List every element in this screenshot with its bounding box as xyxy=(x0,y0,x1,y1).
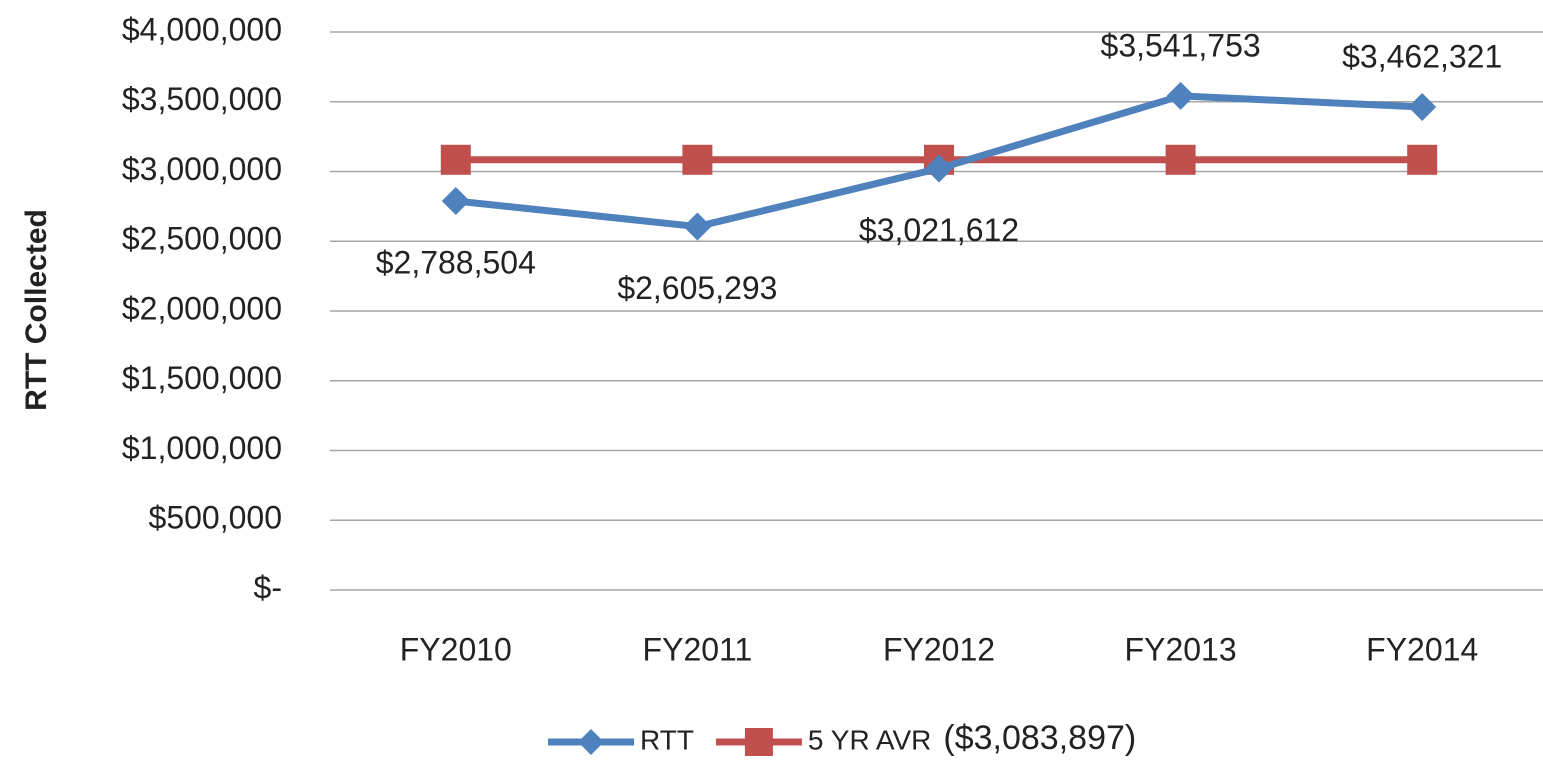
point-marker xyxy=(1166,81,1195,110)
data-label: $3,541,753 xyxy=(1101,27,1261,63)
point-marker xyxy=(440,144,471,175)
y-tick-label: $3,500,000 xyxy=(122,81,282,117)
legend-note: ($3,083,897) xyxy=(943,719,1136,757)
data-label: $3,021,612 xyxy=(859,212,1019,248)
point-marker xyxy=(925,154,953,183)
point-marker xyxy=(1165,144,1196,175)
y-axis-title: RTT Collected xyxy=(20,209,53,411)
legend-label: 5 YR AVR xyxy=(808,724,931,755)
point-marker xyxy=(683,212,712,241)
y-tick-label: $2,000,000 xyxy=(122,290,282,326)
y-tick-label: $- xyxy=(254,569,282,605)
y-tick-label: $4,000,000 xyxy=(122,11,282,47)
y-tick-label: $500,000 xyxy=(149,500,282,536)
legend-marker xyxy=(744,728,773,756)
legend-label: RTT xyxy=(640,724,694,755)
point-marker xyxy=(1408,93,1437,122)
x-tick-label: FY2012 xyxy=(883,631,995,667)
x-tick-label: FY2014 xyxy=(1366,631,1478,667)
legend-marker xyxy=(578,729,604,755)
point-marker xyxy=(1407,144,1438,175)
data-label: $3,462,321 xyxy=(1342,38,1502,74)
y-tick-label: $1,000,000 xyxy=(122,430,282,466)
x-tick-label: FY2010 xyxy=(400,631,512,667)
x-tick-label: FY2011 xyxy=(643,631,753,667)
point-marker xyxy=(682,144,713,175)
x-tick-label: FY2013 xyxy=(1125,631,1237,667)
y-tick-label: $1,500,000 xyxy=(122,360,282,396)
data-label: $2,788,504 xyxy=(376,244,536,280)
data-label: $2,605,293 xyxy=(617,270,777,306)
point-marker xyxy=(441,187,470,216)
y-tick-label: $2,500,000 xyxy=(122,221,282,257)
y-tick-label: $3,000,000 xyxy=(122,151,282,187)
